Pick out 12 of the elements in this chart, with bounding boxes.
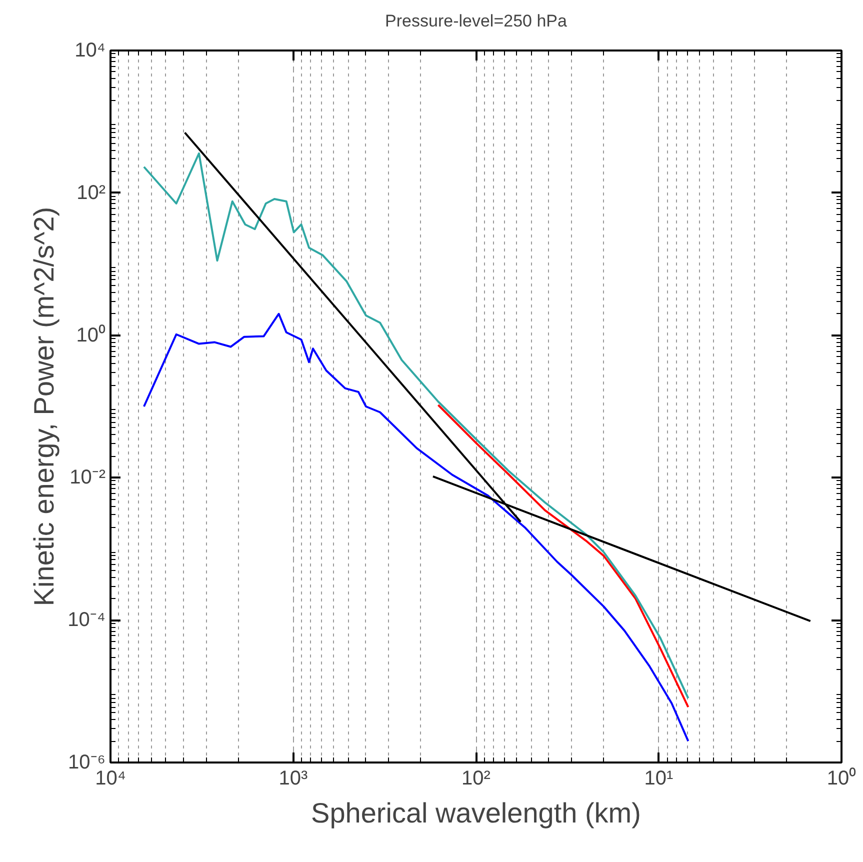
x-tick-label: 10² <box>462 768 491 790</box>
x-tick-label: 10⁰ <box>826 766 856 790</box>
x-axis-title: Spherical wavelength (km) <box>311 798 641 828</box>
y-tick-label: 10⁻² <box>70 466 106 489</box>
x-tick-label: 10³ <box>278 768 308 790</box>
x-tick-label: 10¹ <box>644 768 674 790</box>
y-tick-label: 10⁴ <box>74 40 106 62</box>
y-axis-title: Kinetic energy, Power (m^2/s^2) <box>28 206 60 606</box>
y-tick-label: 10⁻⁴ <box>68 609 106 632</box>
y-tick-label: 10² <box>76 182 106 204</box>
y-tick-label: 10⁰ <box>76 323 106 346</box>
chart-title: Pressure-level=250 hPa <box>385 12 568 30</box>
